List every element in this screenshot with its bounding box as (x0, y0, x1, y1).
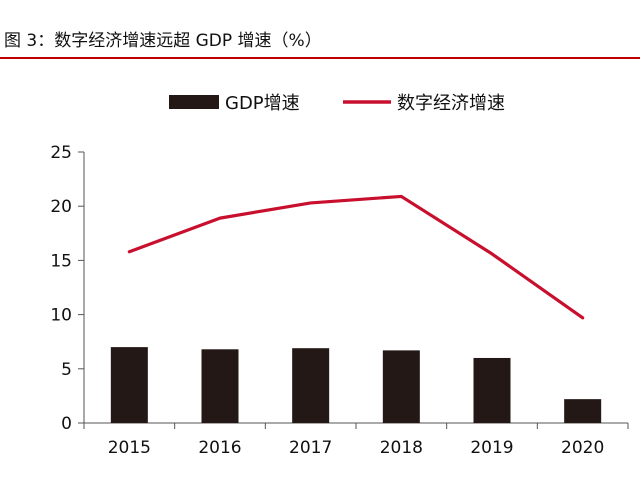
y-tick-label: 20 (50, 197, 72, 217)
x-tick-label: 2016 (198, 438, 241, 458)
legend: GDP增速 数字经济增速 (169, 93, 505, 114)
bar-series (110, 347, 602, 423)
legend-swatch-gdp (169, 95, 219, 109)
title-rule (0, 57, 640, 59)
legend-label-gdp: GDP增速 (225, 93, 300, 114)
y-tick-label: 5 (61, 360, 72, 380)
y-tick-label: 0 (61, 414, 72, 434)
gdp-bar (292, 348, 330, 423)
y-tick-label: 10 (50, 306, 72, 326)
gdp-bar (473, 357, 511, 423)
x-tick-label: 2017 (289, 438, 332, 458)
gdp-bar (201, 349, 239, 423)
gdp-bar (110, 347, 148, 423)
digital-economy-line (127, 194, 585, 320)
line-series (127, 194, 585, 320)
x-tick-label: 2015 (108, 438, 151, 458)
y-tick-label: 25 (50, 143, 72, 163)
y-tick-label: 15 (50, 251, 72, 271)
gdp-bar (564, 399, 602, 423)
legend-label-digital: 数字经济增速 (397, 93, 505, 114)
x-tick-label: 2019 (470, 438, 513, 458)
x-tick-label: 2018 (380, 438, 423, 458)
axes: 0 5 10 15 20 25 2015 2016 2017 2018 2019 2020 (50, 143, 629, 458)
figure-title: 图 3：数字经济增速远超 GDP 增速（%） (4, 31, 322, 51)
x-tick-label: 2020 (561, 438, 604, 458)
gdp-bar (382, 350, 420, 423)
